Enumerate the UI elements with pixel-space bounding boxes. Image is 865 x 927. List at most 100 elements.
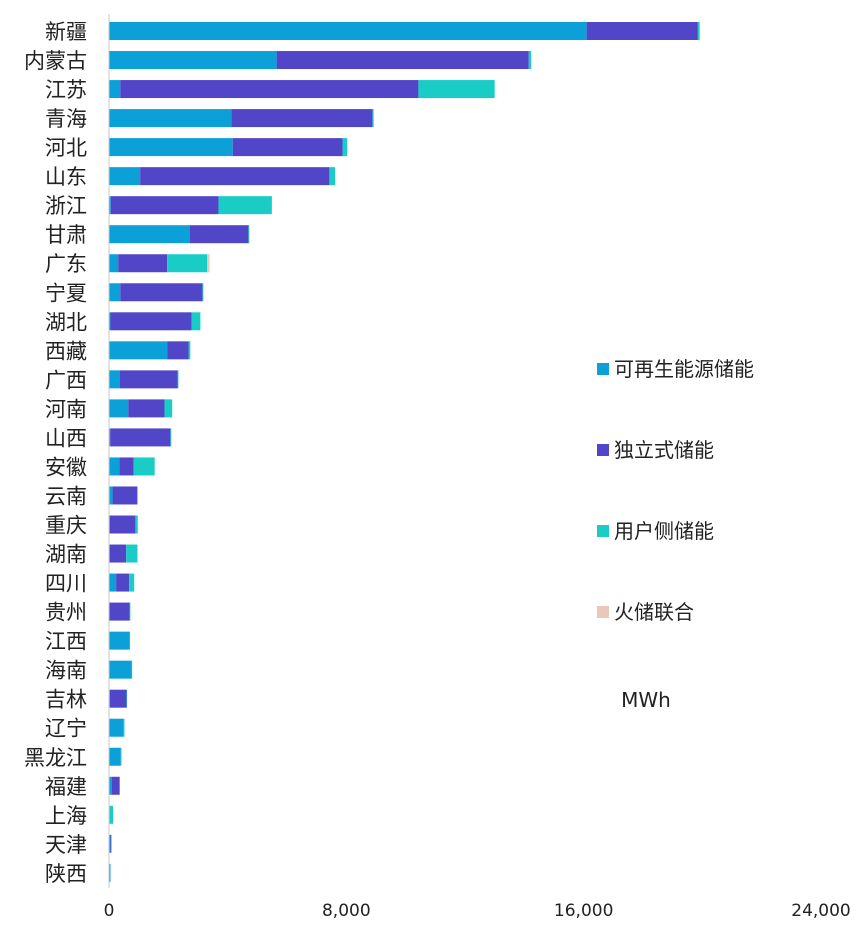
bar-renewable-23	[109, 661, 132, 679]
bar-user-side-14	[164, 399, 172, 417]
category-label: 西藏	[45, 339, 87, 363]
bar-user-side-19	[126, 545, 137, 563]
category-label: 新疆	[45, 20, 87, 44]
bar-renewable-9	[109, 254, 118, 272]
bar-independent-7	[111, 196, 219, 214]
bar-renewable-26	[109, 748, 121, 766]
bar-independent-11	[110, 312, 191, 330]
category-label: 吉林	[45, 688, 87, 712]
category-label: 黑龙江	[24, 746, 87, 770]
bar-renewable-6	[109, 167, 140, 185]
bar-user-side-12	[189, 341, 191, 359]
bar-user-side-3	[418, 80, 494, 98]
bar-independent-24	[110, 690, 127, 708]
category-label: 上海	[45, 804, 87, 828]
bar-independent-15	[110, 428, 170, 446]
x-tick-label: 0	[104, 901, 115, 921]
bar-independent-13	[120, 370, 178, 388]
bar-renewable-3	[109, 80, 120, 98]
x-tick-label: 8,000	[322, 901, 371, 921]
bar-renewable-5	[109, 138, 233, 156]
bar-user-side-18	[135, 516, 137, 534]
category-label: 广东	[45, 252, 87, 276]
bar-independent-9	[118, 254, 167, 272]
bar-renewable-13	[109, 370, 120, 388]
category-label: 福建	[45, 775, 87, 799]
bar-user-side-9	[167, 254, 207, 272]
x-tick-label: 24,000	[791, 901, 850, 921]
bar-user-side-17	[137, 486, 138, 504]
legend-swatch-renewable	[597, 363, 609, 375]
bar-user-side-5	[342, 138, 347, 156]
bar-user-side-28	[110, 806, 114, 824]
bar-user-side-11	[191, 312, 200, 330]
bars-layer	[109, 22, 700, 882]
bar-thermal-9	[207, 254, 209, 272]
category-label: 青海	[45, 107, 87, 131]
bar-renewable-16	[109, 457, 119, 475]
bar-independent-19	[110, 545, 127, 563]
category-label: 云南	[45, 484, 87, 508]
legend-label-independent: 独立式储能	[614, 438, 714, 462]
bar-independent-21	[109, 603, 129, 621]
bar-independent-10	[120, 283, 202, 301]
bar-renewable-10	[109, 283, 120, 301]
bar-user-side-16	[134, 457, 155, 475]
unit-label: MWh	[621, 688, 671, 712]
bar-renewable-17	[109, 486, 113, 504]
bar-user-side-22	[129, 632, 130, 650]
category-label: 甘肃	[45, 223, 87, 247]
legend-swatch-user-side	[597, 525, 609, 537]
bar-independent-12	[167, 341, 188, 359]
x-tick-label: 16,000	[554, 901, 613, 921]
bar-independent-16	[119, 457, 133, 475]
bar-independent-4	[231, 109, 372, 127]
category-label: 安徽	[45, 455, 87, 479]
bar-user-side-2	[529, 51, 531, 69]
legend-swatch-independent	[597, 444, 609, 456]
legend-label-thermal: 火储联合	[614, 600, 694, 624]
bar-independent-2	[277, 51, 529, 69]
category-label: 山西	[45, 426, 87, 450]
bar-user-side-15	[170, 428, 171, 446]
category-label: 重庆	[45, 514, 87, 538]
bar-user-side-23	[132, 661, 133, 679]
bar-user-side-8	[248, 225, 249, 243]
bar-independent-8	[190, 225, 248, 243]
bar-renewable-20	[109, 574, 116, 592]
bar-user-side-21	[130, 603, 131, 621]
bar-independent-20	[116, 574, 129, 592]
category-label: 湖南	[45, 543, 87, 567]
legend-label-renewable: 可再生能源储能	[614, 357, 754, 381]
category-label: 辽宁	[45, 717, 87, 741]
bar-renewable-1	[109, 22, 587, 40]
bar-independent-3	[120, 80, 418, 98]
bar-independent-29	[110, 835, 111, 853]
bar-user-side-1	[698, 22, 700, 40]
bar-user-side-7	[218, 196, 271, 214]
bar-independent-1	[587, 22, 698, 40]
category-label: 河南	[45, 397, 87, 421]
bar-renewable-4	[109, 109, 231, 127]
bar-independent-17	[113, 486, 138, 504]
bar-independent-6	[140, 167, 329, 185]
category-label: 广西	[45, 368, 87, 392]
bar-renewable-14	[109, 399, 128, 417]
category-label: 山东	[45, 165, 87, 189]
bar-user-side-26	[121, 748, 122, 766]
category-label: 江西	[45, 630, 87, 654]
bar-user-side-4	[372, 109, 373, 127]
category-label: 湖北	[45, 310, 87, 334]
category-label: 宁夏	[45, 281, 87, 305]
bar-user-side-24	[127, 690, 128, 708]
category-label: 陕西	[45, 862, 87, 886]
bar-user-side-6	[329, 167, 335, 185]
bar-user-side-13	[178, 370, 179, 388]
bar-user-side-20	[129, 574, 134, 592]
bar-independent-14	[128, 399, 164, 417]
bar-renewable-2	[109, 51, 277, 69]
category-label: 内蒙古	[24, 49, 87, 73]
